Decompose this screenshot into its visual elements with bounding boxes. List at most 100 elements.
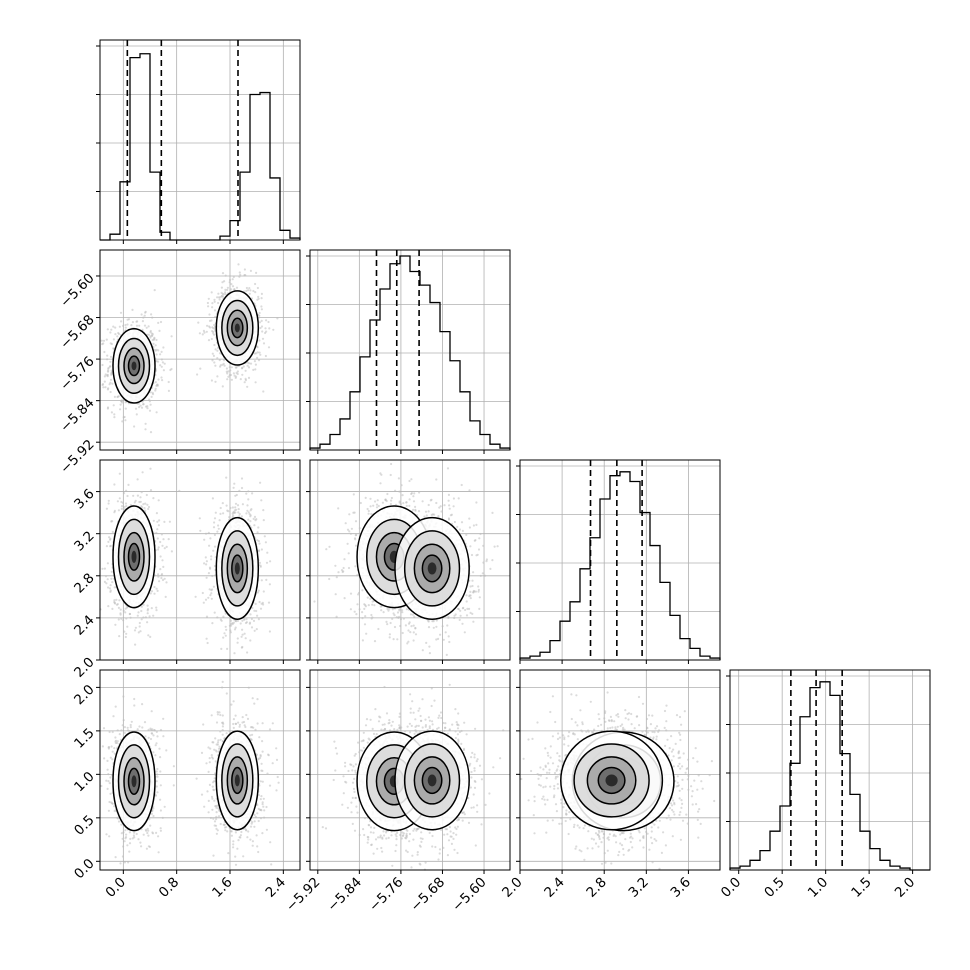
sample-point bbox=[386, 492, 389, 496]
sample-point bbox=[260, 499, 263, 502]
sample-point bbox=[261, 330, 264, 333]
sample-point bbox=[218, 298, 221, 301]
sample-point bbox=[210, 337, 213, 341]
sample-point bbox=[417, 510, 421, 513]
sample-point bbox=[168, 520, 171, 523]
sample-point bbox=[106, 370, 110, 373]
sample-point bbox=[248, 287, 251, 290]
sample-point bbox=[229, 369, 232, 372]
sample-point bbox=[122, 619, 125, 622]
sample-point bbox=[210, 379, 213, 382]
sample-point bbox=[358, 527, 361, 530]
sample-point bbox=[349, 592, 353, 595]
sample-point bbox=[384, 498, 387, 501]
sample-point bbox=[217, 524, 220, 527]
histogram-3 bbox=[729, 681, 930, 871]
sample-point bbox=[427, 503, 430, 507]
sample-point bbox=[258, 351, 261, 354]
sample-point bbox=[159, 555, 162, 558]
sample-point bbox=[213, 611, 216, 614]
sample-point bbox=[135, 320, 138, 323]
sample-point bbox=[247, 366, 251, 369]
sample-point bbox=[138, 621, 141, 625]
sample-point bbox=[389, 621, 392, 625]
sample-point bbox=[202, 329, 205, 332]
sample-point bbox=[140, 313, 143, 316]
sample-point bbox=[241, 503, 244, 506]
sample-point bbox=[268, 630, 271, 633]
sample-point bbox=[107, 366, 110, 369]
sample-point bbox=[245, 286, 248, 290]
sample-point bbox=[231, 506, 234, 509]
sample-point bbox=[265, 330, 268, 333]
sample-point bbox=[412, 631, 415, 634]
sample-point bbox=[131, 321, 134, 324]
sample-point bbox=[225, 504, 228, 507]
sample-point bbox=[260, 292, 263, 295]
sample-point bbox=[388, 633, 391, 636]
sample-point bbox=[240, 635, 243, 638]
sample-point bbox=[222, 362, 225, 365]
sample-point bbox=[249, 613, 252, 616]
hist-panel-2 bbox=[516, 459, 721, 664]
sample-point bbox=[408, 498, 411, 501]
sample-point bbox=[337, 507, 340, 510]
sample-point bbox=[210, 592, 213, 595]
sample-point bbox=[216, 349, 219, 352]
sample-point bbox=[101, 363, 104, 367]
sample-point bbox=[110, 328, 113, 331]
sample-point bbox=[221, 272, 225, 275]
sample-point bbox=[134, 643, 137, 646]
sample-point bbox=[106, 374, 109, 377]
sample-point bbox=[216, 296, 219, 299]
sample-point bbox=[325, 548, 328, 551]
sample-point bbox=[366, 596, 369, 599]
sample-point bbox=[134, 626, 137, 629]
panel-frame bbox=[309, 249, 511, 451]
sample-point bbox=[143, 324, 147, 327]
sample-point bbox=[223, 280, 226, 283]
sample-point bbox=[147, 325, 150, 328]
sample-point bbox=[163, 547, 166, 550]
sample-point bbox=[155, 353, 158, 356]
sample-point bbox=[214, 380, 217, 383]
sample-point bbox=[123, 505, 126, 509]
sample-point bbox=[238, 271, 241, 274]
sample-point bbox=[150, 607, 153, 610]
sample-point bbox=[227, 370, 230, 373]
sample-point bbox=[159, 320, 163, 324]
sample-point bbox=[354, 538, 357, 541]
sample-point bbox=[205, 637, 208, 640]
sample-point bbox=[256, 531, 259, 534]
density-level bbox=[131, 550, 137, 563]
sample-point bbox=[105, 582, 108, 585]
sample-point bbox=[209, 594, 212, 597]
sample-point bbox=[225, 367, 228, 370]
sample-point bbox=[247, 376, 251, 379]
sample-point bbox=[199, 529, 202, 532]
y-tick-label: −5.76 bbox=[57, 353, 98, 394]
panel-frame bbox=[99, 39, 301, 241]
sample-point bbox=[148, 398, 151, 401]
sample-point bbox=[120, 505, 124, 508]
y-tick-label: 2.0 bbox=[71, 654, 98, 681]
sample-point bbox=[208, 544, 211, 547]
sample-point bbox=[250, 626, 254, 629]
sample-point bbox=[220, 286, 223, 289]
sample-point bbox=[106, 328, 109, 331]
sample-point bbox=[249, 520, 252, 523]
sample-point bbox=[258, 321, 262, 324]
sample-point bbox=[386, 623, 389, 626]
sample-point bbox=[248, 292, 251, 295]
sample-point bbox=[119, 612, 122, 615]
sample-point bbox=[210, 291, 213, 294]
sample-point bbox=[477, 548, 481, 551]
sample-point bbox=[108, 383, 111, 386]
sample-point bbox=[122, 492, 126, 495]
sample-point bbox=[472, 571, 475, 574]
sample-point bbox=[124, 407, 127, 410]
sample-point bbox=[212, 549, 215, 552]
sample-point bbox=[148, 409, 152, 412]
sample-point bbox=[165, 545, 168, 549]
scatter-panel-1-0: −5.92−5.84−5.76−5.68−5.60 bbox=[57, 249, 301, 477]
